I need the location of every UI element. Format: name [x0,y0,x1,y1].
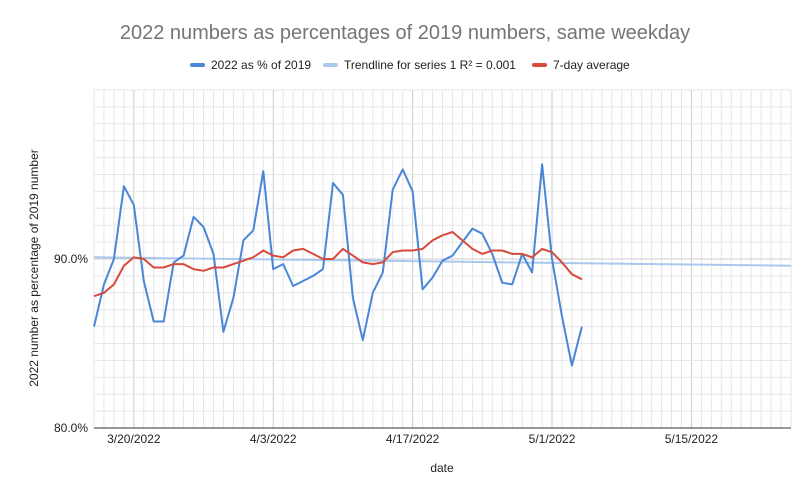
legend-swatch-series-2 [532,63,547,67]
y-tick-label: 80.0% [54,421,88,435]
legend-swatch-trendline [323,63,338,67]
x-tick-label: 5/1/2022 [529,432,576,446]
x-axis-label: date [430,461,454,475]
chart-title: 2022 numbers as percentages of 2019 numb… [120,22,690,44]
legend-item-series-1[interactable]: 2022 as % of 2019 [190,58,311,72]
x-tick-label: 4/3/2022 [250,432,297,446]
x-tick-labels: 3/20/2022 4/3/2022 4/17/2022 5/1/2022 5/15/2… [107,432,718,446]
x-tick-label: 5/15/2022 [665,432,719,446]
x-tick-label: 4/17/2022 [386,432,440,446]
legend-item-series-2[interactable]: 7-day average [532,58,630,72]
y-tick-labels: 80.0% 90.0% [54,252,88,435]
legend-swatch-series-1 [190,63,205,67]
series-lines [93,163,583,367]
series-line-1 [93,163,583,367]
legend-label-series-2: 7-day average [553,58,630,72]
series-line-2 [93,231,583,298]
legend-label-series-1: 2022 as % of 2019 [211,58,311,72]
legend-label-trendline: Trendline for series 1 R² = 0.001 [344,58,516,72]
y-tick-label: 90.0% [54,252,88,266]
legend: 2022 as % of 2019 Trendline for series 1… [190,58,630,72]
x-tick-label: 3/20/2022 [107,432,161,446]
y-axis-label: 2022 number as percentage of 2019 number [27,149,41,387]
legend-item-trendline[interactable]: Trendline for series 1 R² = 0.001 [323,58,516,72]
